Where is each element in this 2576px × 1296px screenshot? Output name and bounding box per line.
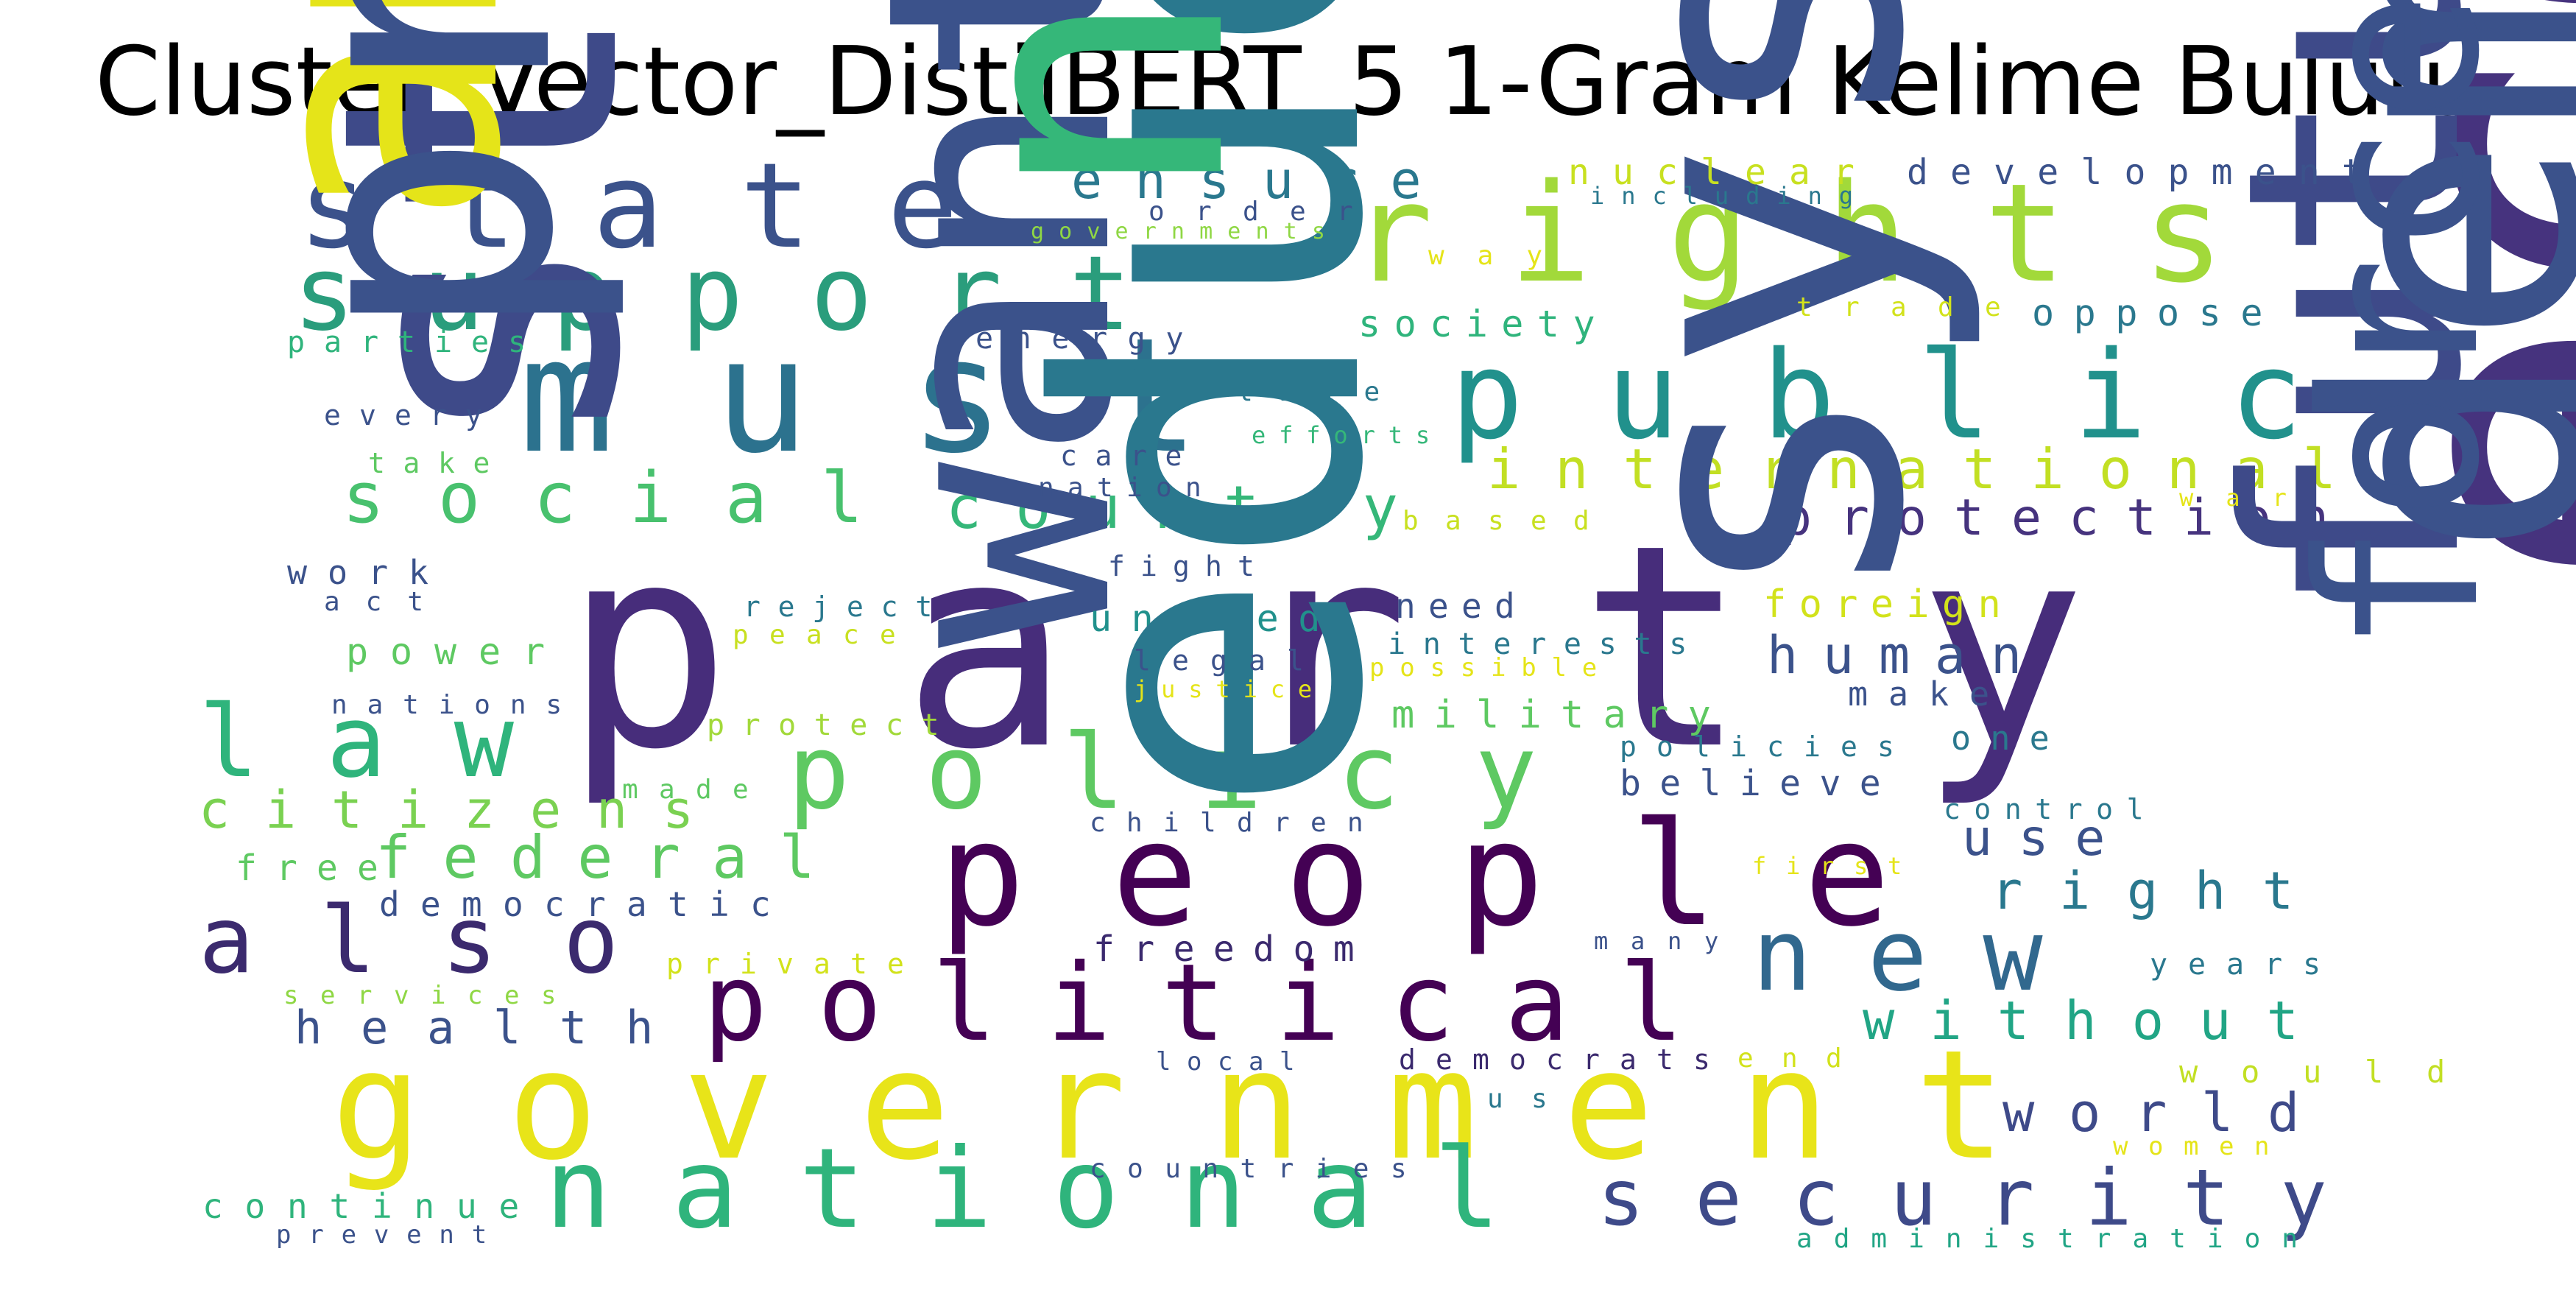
word-cloud-word: nuclear (1568, 152, 1878, 193)
word-cloud-word: women (2113, 1132, 2290, 1161)
word-cloud-word: private (666, 948, 925, 980)
word-cloud-word: state (298, 137, 1035, 275)
word-cloud-word: legal (1134, 644, 1326, 677)
word-cloud-word: take (368, 447, 509, 479)
word-cloud-word: us (1487, 1084, 1576, 1114)
word-cloud-word: world (2002, 1082, 2335, 1144)
word-cloud-word: united (1090, 597, 1341, 640)
word-cloud-word: freedom (1093, 929, 1374, 970)
word-cloud-word: without (1863, 990, 2335, 1052)
word-cloud-word: citizens (199, 780, 730, 840)
word-cloud-word: protection (1782, 489, 2357, 547)
word-cloud-word: act (324, 587, 450, 617)
word-cloud-word: efforts (1252, 421, 1444, 449)
word-cloud-word: need (1395, 586, 1528, 626)
word-cloud-word: rights (1351, 154, 2301, 313)
word-cloud-word: children (1090, 808, 1385, 838)
word-cloud-word: made (622, 775, 770, 805)
word-cloud-word: first (1752, 852, 1922, 880)
word-cloud-word: services (283, 981, 579, 1010)
word-cloud-word: one (1951, 719, 2069, 758)
word-cloud-word: international (1487, 437, 2371, 501)
word-cloud-word: federal (375, 823, 847, 892)
word-cloud-word: nation (1038, 473, 1215, 503)
word-cloud-word: democrats (1399, 1043, 1731, 1076)
word-cloud-word: based (1402, 506, 1617, 536)
word-cloud-word: new (1752, 898, 2099, 1013)
word-cloud-word: trade (1796, 292, 2033, 323)
word-cloud-word: human (1767, 625, 2047, 686)
word-cloud-word: foreign (1763, 582, 2014, 627)
word-cloud-word: party (563, 485, 2257, 811)
word-cloud-word: countries (1090, 1154, 1429, 1184)
word-cloud-word: political (703, 941, 1735, 1066)
word-cloud-word: policies (1620, 730, 1915, 763)
word-cloud-word: continue (202, 1186, 542, 1226)
word-cloud-word: time (1060, 359, 1201, 391)
word-cloud-word: must (519, 303, 1300, 488)
word-cloud-word: government (331, 1018, 2092, 1194)
word-cloud-word: work (287, 553, 450, 592)
word-cloud-word: protect (707, 708, 958, 742)
word-cloud-word: care (1060, 440, 1201, 472)
word-cloud-word: order (1148, 197, 1385, 227)
word-cloud-word: possible (1369, 653, 1613, 683)
word-cloud-word: also (199, 887, 685, 994)
chart-title: Cluster_Vector_DistilBERT_5 1-Gram Kelim… (94, 27, 2482, 137)
word-cloud-word: nations (331, 690, 582, 720)
word-cloud-word: parties (287, 325, 546, 359)
word-cloud-word: security (1598, 1153, 2379, 1243)
word-cloud-word: end (1737, 1043, 1871, 1074)
word-cloud-word: country (946, 473, 1433, 542)
word-cloud-word: policy (788, 713, 1613, 833)
word-cloud-word: peace (733, 620, 917, 650)
word-cloud-word: support (293, 234, 1199, 354)
word-cloud-word: necessary (879, 0, 1308, 206)
word-cloud-word: people (939, 791, 1977, 958)
word-cloud-word: make (1848, 675, 2011, 714)
word-cloud-word: president (213, 0, 633, 346)
word-cloud-word: ensure (1071, 150, 1455, 211)
word-cloud-word: many (1594, 927, 1742, 955)
word-cloud-word: law (199, 684, 582, 800)
word-cloud-word: justice (1134, 675, 1326, 703)
word-cloud-word: social (342, 458, 917, 539)
word-cloud-word: control (1944, 793, 2158, 825)
word-cloud-word: local (1156, 1047, 1311, 1077)
word-cloud-word: military (1391, 693, 1731, 737)
word-cloud-word: years (2150, 948, 2342, 982)
word-cloud-word: oppose (2032, 292, 2283, 334)
word-cloud-word: administration (1796, 1224, 2320, 1254)
word-cloud-word: society (1358, 303, 1609, 345)
word-cloud-word: reject (744, 591, 950, 623)
word-cloud-word: life (1237, 377, 1407, 407)
word-cloud-word: interests (1388, 627, 1705, 661)
word-cloud-word: national (545, 1125, 1562, 1253)
word-cloud-word: use (1962, 809, 2132, 867)
word-cloud-word: power (346, 630, 568, 673)
word-cloud-word: every (324, 399, 501, 432)
word-cloud-word: way (1428, 241, 1576, 271)
word-cloud-word: public (1450, 325, 2386, 466)
word-cloud-word: fight (1108, 550, 1271, 582)
word-cloud-word: free (236, 848, 398, 889)
word-cloud-word: would (2179, 1054, 2489, 1090)
word-cloud-word: war (2179, 484, 2320, 512)
word-cloud-word: including (1590, 182, 1871, 210)
word-cloud-word: democratic (379, 884, 792, 924)
word-cloud-word: right (1991, 861, 2331, 921)
word-cloud-word: governments (1031, 219, 1341, 244)
word-cloud-word: forces (2271, 0, 2528, 655)
word-cloud-word: development (1907, 152, 2386, 193)
word-cloud-word: prevent (276, 1220, 505, 1250)
word-cloud-word: health (294, 1001, 693, 1054)
word-cloud-word: believe (1620, 763, 1900, 804)
word-cloud-word: energy (975, 322, 1204, 356)
